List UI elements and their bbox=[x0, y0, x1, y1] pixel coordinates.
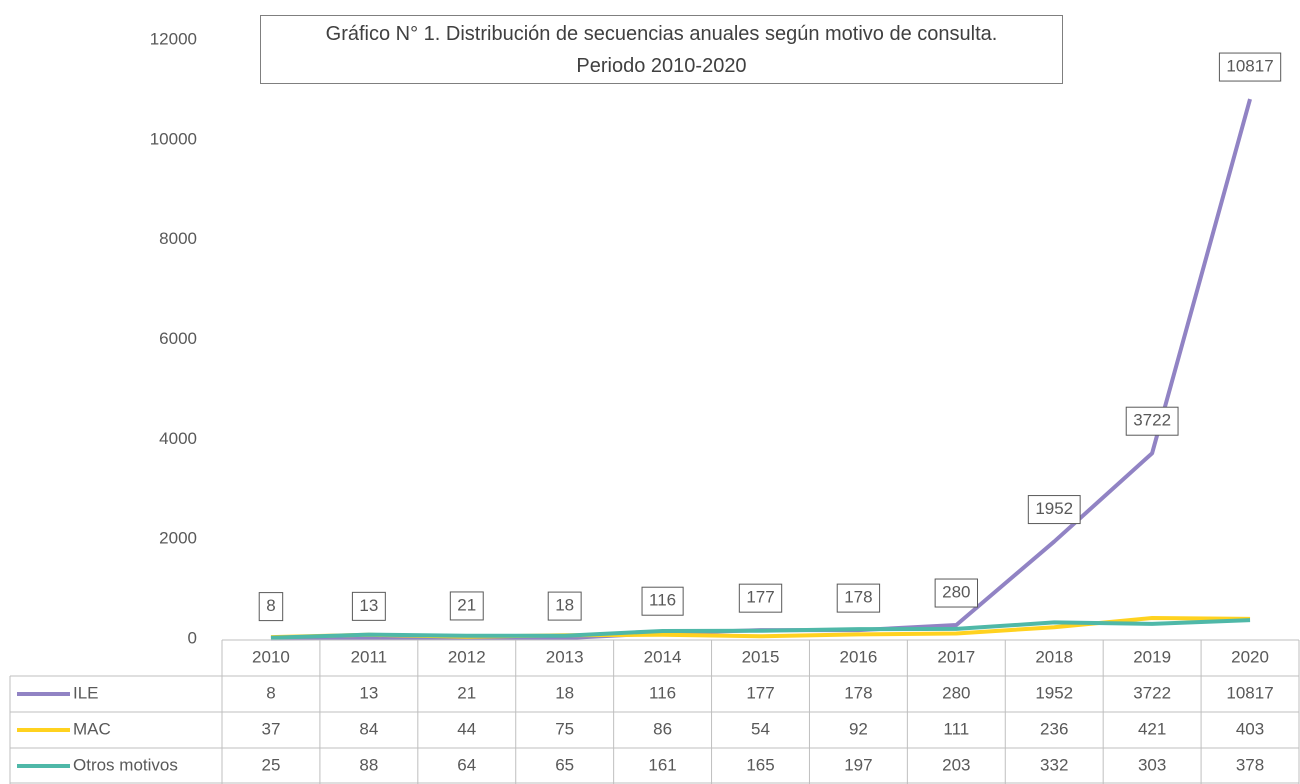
x-tick-label: 2012 bbox=[448, 647, 486, 666]
table-value: 25 bbox=[261, 755, 280, 774]
data-label-box bbox=[1027, 495, 1081, 525]
legend-label: MAC bbox=[73, 719, 111, 738]
table-value: 13 bbox=[359, 683, 378, 702]
table-value: 378 bbox=[1236, 755, 1264, 774]
table-value: 54 bbox=[751, 719, 770, 738]
table-value: 403 bbox=[1236, 719, 1264, 738]
x-tick-label: 2020 bbox=[1231, 647, 1269, 666]
x-tick-label: 2019 bbox=[1133, 647, 1171, 666]
data-label-box bbox=[449, 591, 484, 621]
data-label-box bbox=[258, 592, 284, 622]
legend-label: Otros motivos bbox=[73, 755, 178, 774]
table-value: 3722 bbox=[1133, 683, 1171, 702]
table-value: 165 bbox=[746, 755, 774, 774]
x-tick-label: 2018 bbox=[1035, 647, 1073, 666]
table-value: 161 bbox=[648, 755, 676, 774]
table-value: 21 bbox=[457, 683, 476, 702]
table-value: 88 bbox=[359, 755, 378, 774]
table-value: 197 bbox=[844, 755, 872, 774]
data-label: 116 bbox=[649, 591, 676, 610]
x-tick-label: 2014 bbox=[644, 647, 682, 666]
table-value: 280 bbox=[942, 683, 970, 702]
table-value: 64 bbox=[457, 755, 476, 774]
table-value: 92 bbox=[849, 719, 868, 738]
x-tick-label: 2016 bbox=[839, 647, 877, 666]
table-value: 332 bbox=[1040, 755, 1068, 774]
y-tick-label: 12000 bbox=[150, 29, 197, 48]
table-value: 8 bbox=[266, 683, 275, 702]
data-label-box bbox=[934, 578, 979, 608]
table-value: 421 bbox=[1138, 719, 1166, 738]
x-tick-label: 2010 bbox=[252, 647, 290, 666]
data-label-box bbox=[1218, 52, 1282, 82]
table-value: 86 bbox=[653, 719, 672, 738]
data-label: 1952 bbox=[1035, 499, 1073, 518]
table-value: 236 bbox=[1040, 719, 1068, 738]
data-label: 3722 bbox=[1133, 411, 1171, 430]
chart-title: Gráfico N° 1. Distribución de secuencias… bbox=[260, 15, 1063, 84]
legend-label: ILE bbox=[73, 683, 99, 702]
table-value: 177 bbox=[746, 683, 774, 702]
data-label: 21 bbox=[457, 595, 476, 614]
data-label: 8 bbox=[266, 596, 275, 615]
data-label: 18 bbox=[555, 596, 574, 615]
table-value: 75 bbox=[555, 719, 574, 738]
y-tick-label: 4000 bbox=[159, 429, 197, 448]
data-label: 178 bbox=[844, 588, 872, 607]
data-label: 10817 bbox=[1226, 57, 1273, 76]
data-label-box bbox=[351, 591, 386, 621]
table-value: 84 bbox=[359, 719, 378, 738]
data-label-box bbox=[547, 591, 582, 621]
x-tick-label: 2017 bbox=[937, 647, 975, 666]
table-value: 10817 bbox=[1226, 683, 1273, 702]
data-label-box bbox=[738, 583, 783, 613]
data-label-box bbox=[1125, 406, 1179, 436]
y-tick-label: 8000 bbox=[159, 229, 197, 248]
table-value: 116 bbox=[649, 683, 676, 702]
x-tick-label: 2013 bbox=[546, 647, 584, 666]
data-label-box bbox=[641, 586, 684, 616]
y-tick-label: 2000 bbox=[159, 529, 197, 548]
data-label: 177 bbox=[746, 588, 774, 607]
table-value: 44 bbox=[457, 719, 476, 738]
table-value: 111 bbox=[943, 719, 969, 738]
data-label-box bbox=[836, 583, 881, 613]
table-value: 303 bbox=[1138, 755, 1166, 774]
x-tick-label: 2015 bbox=[742, 647, 780, 666]
table-value: 18 bbox=[555, 683, 574, 702]
y-tick-label: 10000 bbox=[150, 129, 197, 148]
data-label: 280 bbox=[942, 583, 970, 602]
table-value: 1952 bbox=[1035, 683, 1073, 702]
series-line bbox=[270, 618, 1251, 640]
table-value: 203 bbox=[942, 755, 970, 774]
y-tick-label: 0 bbox=[188, 628, 197, 647]
table-value: 178 bbox=[844, 683, 872, 702]
data-label: 13 bbox=[359, 596, 378, 615]
x-tick-label: 2011 bbox=[351, 647, 388, 666]
table-value: 65 bbox=[555, 755, 574, 774]
table-value: 37 bbox=[261, 719, 280, 738]
series-line bbox=[270, 98, 1252, 641]
y-tick-label: 6000 bbox=[159, 329, 197, 348]
